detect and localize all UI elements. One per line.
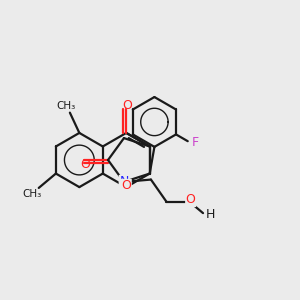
Text: N: N: [119, 176, 129, 188]
Text: O: O: [80, 158, 90, 171]
Text: H: H: [206, 208, 215, 221]
Text: O: O: [122, 99, 132, 112]
Text: O: O: [186, 194, 196, 206]
Text: CH₃: CH₃: [56, 100, 75, 111]
Text: O: O: [121, 179, 131, 192]
Text: F: F: [191, 136, 199, 149]
Text: CH₃: CH₃: [22, 189, 41, 199]
